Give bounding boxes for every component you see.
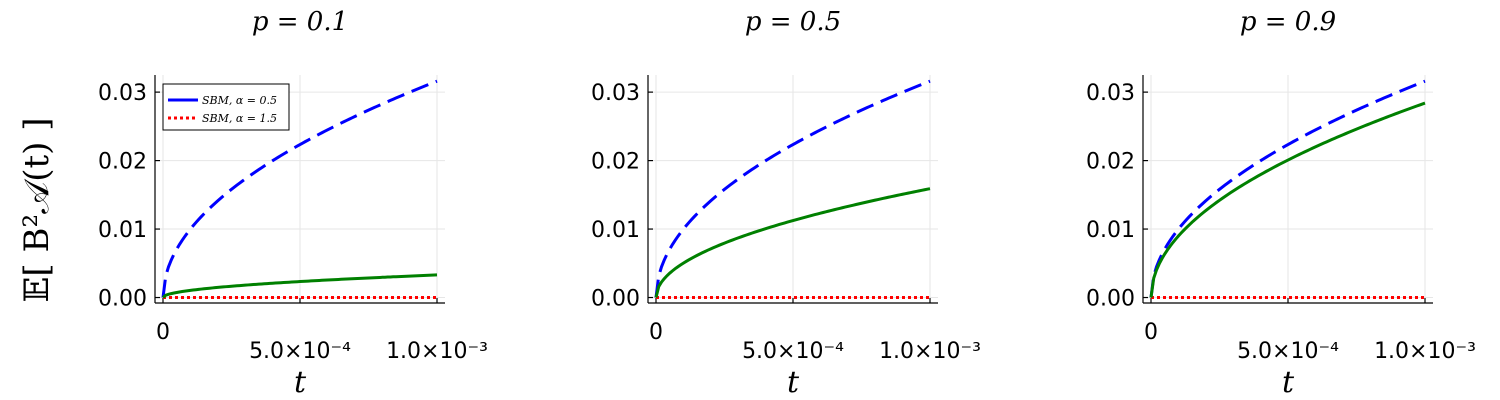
legend-label: SBM, α = 1.5 <box>202 112 277 125</box>
x-tick-label: 0 <box>1144 320 1158 345</box>
y-tick-label: 0.03 <box>591 81 640 106</box>
x-tick-label: 1.0×10⁻³ <box>386 339 488 364</box>
x-tick-label: 5.0×10⁻⁴ <box>1237 339 1339 364</box>
x-tick-label: 1.0×10⁻³ <box>1374 339 1476 364</box>
y-tick-label: 0.01 <box>1086 218 1135 243</box>
panel-title: p = 0.5 <box>745 7 841 37</box>
y-tick-label: 0.01 <box>98 218 147 243</box>
panel-3: p = 0.9 0.00 0.01 0.02 0.03 0 5.0×10⁻⁴ 1.0×10⁻³… <box>1086 7 1476 400</box>
y-tick-label: 0.02 <box>98 150 147 175</box>
series-line-3 <box>654 187 931 298</box>
legend: SBM, α = 0.5 SBM, α = 1.5 <box>162 83 290 131</box>
y-tick-label: 0.00 <box>98 287 147 312</box>
series-line-1 <box>161 79 438 298</box>
x-axis-label: t <box>1282 365 1295 400</box>
x-tick-label: 5.0×10⁻⁴ <box>249 339 351 364</box>
y-tick-label: 0.00 <box>591 287 640 312</box>
y-tick-label: 0.03 <box>98 81 147 106</box>
series-line-3 <box>1149 101 1426 298</box>
y-tick-label: 0.00 <box>1086 287 1135 312</box>
y-tick-label: 0.03 <box>1086 81 1135 106</box>
y-tick-label: 0.02 <box>591 150 640 175</box>
panel-title: p = 0.9 <box>1240 7 1336 37</box>
x-axis-label: t <box>787 365 800 400</box>
panel-title: p = 0.1 <box>252 7 348 37</box>
y-axis-label: 𝔼[ B²𝒜(t) ] <box>17 117 57 302</box>
x-axis-label: t <box>294 365 307 400</box>
x-tick-label: 0 <box>649 320 663 345</box>
x-tick-label: 5.0×10⁻⁴ <box>742 339 844 364</box>
series-line-3 <box>162 273 438 299</box>
y-tick-label: 0.02 <box>1086 150 1135 175</box>
series-line-1 <box>1149 79 1426 298</box>
panels: p = 0.1 0.00 0.01 0.02 0.03 0 5.0×10⁻⁴ 1.0×10⁻³… <box>98 7 1476 400</box>
panel-2: p = 0.5 0.00 0.01 0.02 0.03 0 5.0×10⁻⁴ 1.0×10⁻³… <box>591 7 981 400</box>
series-line-1 <box>654 79 931 298</box>
x-tick-label: 0 <box>156 320 170 345</box>
x-tick-label: 1.0×10⁻³ <box>879 339 981 364</box>
y-tick-label: 0.01 <box>591 218 640 243</box>
legend-box <box>162 83 290 131</box>
legend-label: SBM, α = 0.5 <box>202 94 277 107</box>
panel-1: p = 0.1 0.00 0.01 0.02 0.03 0 5.0×10⁻⁴ 1.0×10⁻³… <box>98 7 488 400</box>
